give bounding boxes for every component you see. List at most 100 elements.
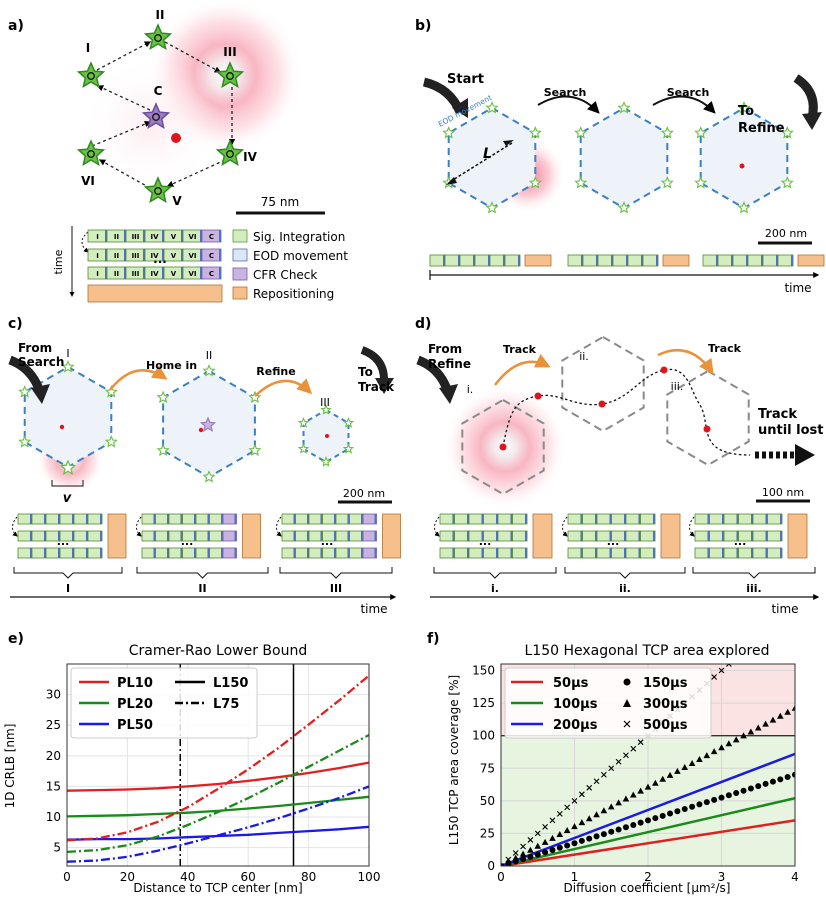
eod-marker: [221, 531, 223, 541]
stage-label: ii.: [579, 350, 589, 363]
vertex-marker: [87, 72, 95, 80]
from-refine-label: From: [428, 342, 462, 356]
stage-label: II: [198, 582, 206, 595]
plot-frame: [66, 663, 370, 867]
legend-box: [70, 667, 258, 739]
time-axis-label: time: [52, 249, 65, 274]
stage-label: i.: [491, 582, 499, 595]
integration-cell: [567, 254, 584, 267]
stage-bracket: [136, 567, 269, 579]
integration-cell: [694, 513, 710, 525]
legend-label: CFR Check: [253, 268, 317, 282]
vertex-marker: [154, 34, 162, 42]
vertex-marker: [226, 150, 234, 158]
eod-marker: [609, 531, 612, 541]
vertex-marker: [226, 72, 234, 80]
eod-marker: [124, 267, 126, 279]
star-vertex: [660, 176, 674, 189]
cell-label: I: [96, 252, 99, 260]
star-vertex: [485, 201, 499, 214]
eod-marker: [776, 255, 778, 266]
eod-marker: [707, 531, 710, 541]
integration-cell: [59, 513, 75, 525]
scalebar-label: 200 nm: [765, 227, 807, 240]
eod-marker: [72, 548, 74, 558]
eod-marker: [72, 514, 74, 524]
eod-marker: [162, 249, 164, 261]
search-arrow: [652, 95, 716, 114]
eod-marker: [234, 531, 237, 541]
track-hexagon: [561, 335, 645, 433]
eod-marker: [200, 267, 202, 279]
eod-marker: [293, 514, 296, 524]
eod-marker: [153, 548, 156, 558]
star-vertex: [342, 417, 355, 428]
stage-label: I: [66, 582, 70, 595]
eod-marker: [481, 548, 484, 558]
eod-marker: [780, 548, 782, 558]
eod-marker: [181, 230, 183, 242]
cell-label: III: [132, 270, 140, 278]
repositioning-block: [660, 513, 681, 559]
data-point: [519, 850, 527, 857]
integration-cell: [155, 530, 170, 542]
eod-marker: [503, 255, 505, 266]
eod-marker: [656, 255, 658, 266]
loop-arrow: [562, 516, 568, 537]
cfr-cell: [222, 513, 237, 525]
eod-marker: [624, 531, 626, 541]
eod-marker: [609, 548, 612, 558]
panel-a-legend: Sig. Integration EOD movement CFR Check …: [232, 229, 348, 301]
stage-bracket: [279, 567, 393, 579]
eod-marker: [596, 255, 598, 266]
data-point: [549, 817, 556, 824]
y-tick-label: 20: [46, 749, 61, 763]
emitter-dot: [703, 425, 711, 433]
integration-cell: [182, 547, 197, 559]
x-tick-label: 100: [358, 870, 381, 884]
eod-marker: [124, 230, 126, 242]
data-point: [615, 758, 622, 765]
repositioning-block: [787, 513, 808, 559]
search-label: Search: [544, 86, 587, 99]
integration-cell: [439, 530, 455, 542]
series-line: [66, 785, 370, 863]
cfr-cell: [222, 530, 237, 542]
eod-marker: [452, 548, 455, 558]
cell-label: C: [209, 233, 214, 241]
scalebar-label: 100 nm: [762, 486, 804, 499]
integration-cell: [335, 547, 350, 559]
x-axis-label: Diffusion coefficient [μm²/s]: [564, 881, 731, 895]
star-vertex: [156, 443, 170, 457]
ellipsis: ...: [181, 535, 194, 548]
integration-cell: [732, 254, 749, 267]
cell-label: III: [132, 233, 140, 241]
eod-marker: [293, 531, 296, 541]
data-point: [600, 831, 607, 838]
data-point: [542, 849, 549, 856]
legend-swatch: [232, 286, 248, 300]
track-label: Track: [708, 342, 742, 355]
data-point: [667, 810, 674, 817]
legend-label: Repositioning: [253, 287, 334, 301]
integration-cell: [767, 547, 783, 559]
ellipsis: ...: [153, 252, 167, 266]
data-point: [556, 830, 564, 837]
eod-marker: [467, 548, 469, 558]
integration-cell: [141, 547, 156, 559]
integration-cell: [195, 513, 210, 525]
integration-cell: [281, 530, 296, 542]
integration-cell: [141, 530, 156, 542]
data-point: [791, 704, 795, 711]
star-vertex: [737, 201, 751, 214]
data-point: [564, 804, 571, 811]
length-arrowhead: [446, 177, 457, 185]
cell-label: II: [114, 233, 119, 241]
eod-marker: [30, 548, 32, 558]
eod-marker: [736, 548, 739, 558]
data-point: [740, 732, 747, 739]
integration-cell: [483, 513, 499, 525]
integration-cell: [567, 513, 583, 525]
eod-marker: [234, 514, 237, 524]
eod-marker: [334, 548, 336, 558]
